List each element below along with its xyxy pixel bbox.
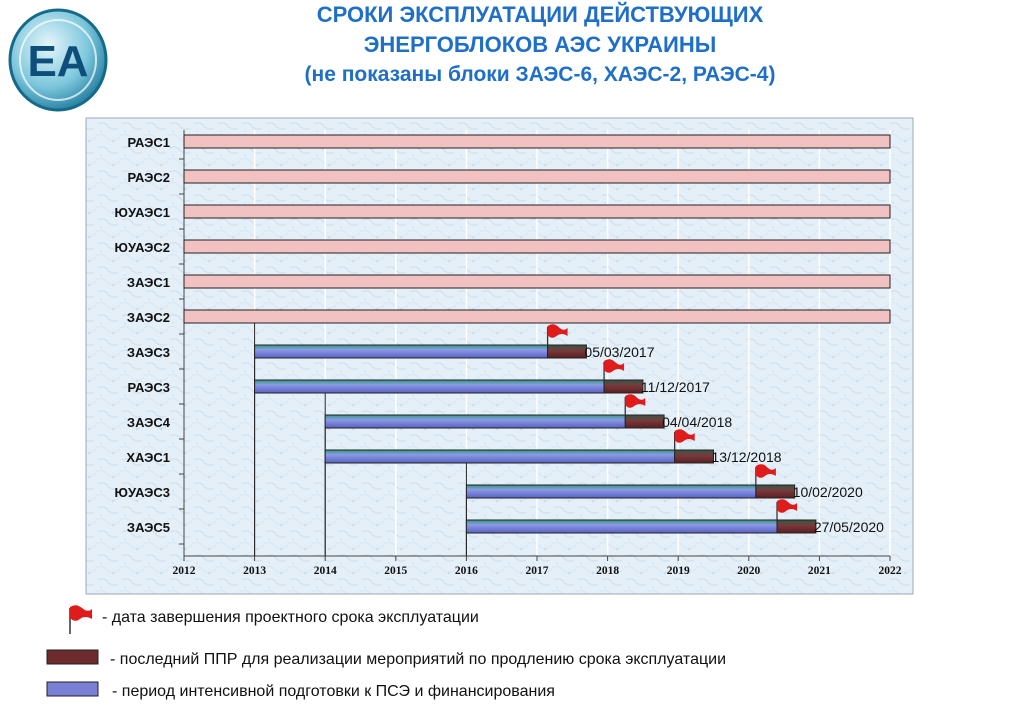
x-tick-label-2020: 2020	[737, 565, 760, 577]
x-tick-label-2018: 2018	[596, 565, 619, 577]
bar-last-outage-9	[674, 449, 714, 464]
end-date-label-11: 27/05/2020	[814, 519, 884, 535]
bar-last-outage-11	[776, 519, 817, 534]
row-label-7: РАЭС3	[128, 380, 170, 395]
x-tick-label-2012: 2012	[173, 565, 196, 577]
flag-icon-6	[547, 324, 568, 338]
bar-last-outage-8	[624, 414, 665, 429]
end-date-label-9: 13/12/2018	[712, 449, 782, 465]
legend-flag-icon	[70, 605, 92, 621]
bar-preparation-11	[465, 519, 778, 534]
row-label-9: ХАЭС1	[126, 450, 170, 465]
x-tick-label-2019: 2019	[667, 565, 690, 577]
legend-text-flag: - дата завершения проектного срока экспл…	[102, 609, 479, 626]
chart-title-line-1: СРОКИ ЭКСПЛУАТАЦИИ ДЕЙСТВУЮЩИХ	[316, 2, 764, 27]
bar-long-term-1	[183, 169, 891, 184]
chart-title-line-3: (не показаны блоки ЗАЭС-6, ХАЭС-2, РАЭС-…	[304, 63, 776, 86]
energoatom-logo-icon: ЕА	[8, 8, 108, 112]
x-tick-label-2015: 2015	[384, 565, 407, 577]
bar-long-term-3	[183, 239, 891, 254]
row-label-5: ЗАЭС2	[127, 310, 170, 325]
row-label-3: ЮУАЭС2	[115, 240, 170, 255]
x-tick-label-2021: 2021	[808, 565, 831, 577]
x-tick-label-2017: 2017	[526, 565, 549, 577]
bar-preparation-6	[254, 344, 549, 359]
legend-swatch-last-outage	[46, 649, 99, 665]
row-label-6: ЗАЭС3	[127, 345, 170, 360]
bar-preparation-8	[324, 414, 626, 429]
end-date-label-10: 10/02/2020	[793, 484, 863, 500]
bar-preparation-7	[254, 379, 605, 394]
bar-last-outage-6	[547, 344, 587, 359]
x-tick-label-2014: 2014	[314, 565, 337, 577]
flag-icon-8	[625, 394, 646, 408]
x-tick-label-2022: 2022	[879, 565, 902, 577]
bar-long-term-0	[183, 134, 891, 149]
flag-icon-9	[674, 429, 695, 443]
legend-swatch-preparation	[46, 681, 99, 697]
bar-long-term-5	[183, 309, 891, 324]
end-date-label-8: 04/04/2018	[662, 414, 732, 430]
row-label-10: ЮУАЭС3	[115, 485, 170, 500]
bar-preparation-10	[465, 484, 757, 499]
row-label-8: ЗАЭС4	[127, 415, 171, 430]
row-label-11: ЗАЭС5	[127, 520, 170, 535]
row-label-2: ЮУАЭС1	[115, 205, 170, 220]
chart-title-line-2: ЭНЕРГОБЛОКОВ АЭС УКРАИНЫ	[363, 32, 717, 57]
flag-icon-10	[755, 464, 776, 478]
legend-text-preparation: - период интенсивной подготовки к ПСЭ и …	[112, 683, 555, 700]
row-label-1: РАЭС2	[128, 170, 170, 185]
legend-text-last-outage: - последний ППР для реализации мероприят…	[110, 651, 726, 668]
end-date-label-6: 05/03/2017	[584, 344, 654, 360]
flag-icon-11	[777, 499, 798, 513]
bar-long-term-2	[183, 204, 891, 219]
bar-long-term-4	[183, 274, 891, 289]
bar-last-outage-7	[603, 379, 644, 394]
x-tick-label-2013: 2013	[243, 565, 266, 577]
x-tick-label-2016: 2016	[455, 565, 478, 577]
flag-icon-7	[604, 359, 625, 373]
bar-preparation-9	[324, 449, 676, 464]
logo-text: ЕА	[27, 37, 88, 86]
row-label-0: РАЭС1	[128, 135, 170, 150]
end-date-label-7: 11/12/2017	[641, 379, 710, 395]
bar-last-outage-10	[755, 484, 796, 499]
row-label-4: ЗАЭС1	[127, 275, 170, 290]
